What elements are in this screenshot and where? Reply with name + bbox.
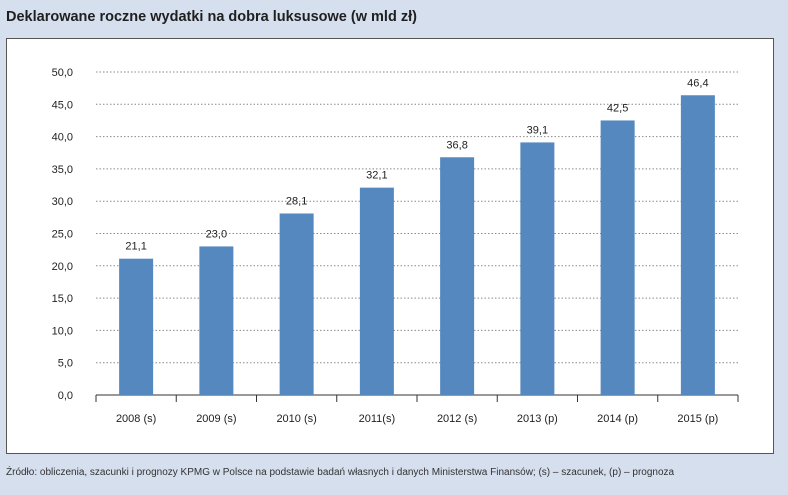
x-tick-label: 2008 (s): [116, 413, 156, 425]
chart-frame: 0,0 5,0 10,0 15,0 20,0 25,0 30,0 35,0 40,0 45,0 50…: [6, 38, 774, 454]
chart-title: Deklarowane roczne wydatki na dobra luks…: [6, 9, 417, 25]
y-tick-label: 40,0: [52, 132, 73, 144]
x-tick-label: 2011(s): [359, 413, 395, 425]
y-tick-label: 0,0: [58, 390, 73, 402]
y-tick-label: 5,0: [58, 358, 73, 370]
y-tick-label: 45,0: [52, 99, 73, 111]
data-label: 21,1: [125, 241, 146, 253]
x-tick-label: 2012 (s): [437, 413, 477, 425]
data-label: 42,5: [607, 102, 628, 114]
data-label: 23,0: [206, 228, 227, 240]
y-tick-label: 15,0: [52, 293, 73, 305]
bar: [279, 213, 314, 395]
y-tick-label: 35,0: [52, 164, 73, 176]
bar: [440, 157, 475, 395]
y-tick-label: 25,0: [52, 229, 73, 241]
bar: [119, 258, 154, 395]
y-tick-label: 30,0: [52, 196, 73, 208]
data-label: 46,4: [687, 77, 708, 89]
data-label: 32,1: [366, 170, 387, 182]
y-tick-label: 50,0: [52, 67, 73, 79]
source-note: Źródło: obliczenia, szacunki i prognozy …: [6, 467, 675, 478]
bar: [680, 95, 715, 396]
bar: [600, 120, 635, 395]
data-label: 28,1: [286, 195, 307, 207]
x-tick-label: 2014 (p): [597, 413, 638, 425]
data-label: 36,8: [446, 139, 467, 151]
x-tick-label: 2009 (s): [196, 413, 236, 425]
bar: [359, 187, 394, 395]
x-tick-label: 2013 (p): [517, 413, 558, 425]
bar: [199, 246, 234, 395]
data-label: 39,1: [527, 124, 548, 136]
y-tick-label: 20,0: [52, 261, 73, 273]
x-tick-label: 2015 (p): [677, 413, 718, 425]
x-tick-label: 2010 (s): [276, 413, 316, 425]
y-tick-label: 10,0: [52, 325, 73, 337]
bar: [520, 142, 555, 395]
bar-chart: 0,0 5,0 10,0 15,0 20,0 25,0 30,0 35,0 40,0 45,0 50…: [52, 67, 739, 425]
